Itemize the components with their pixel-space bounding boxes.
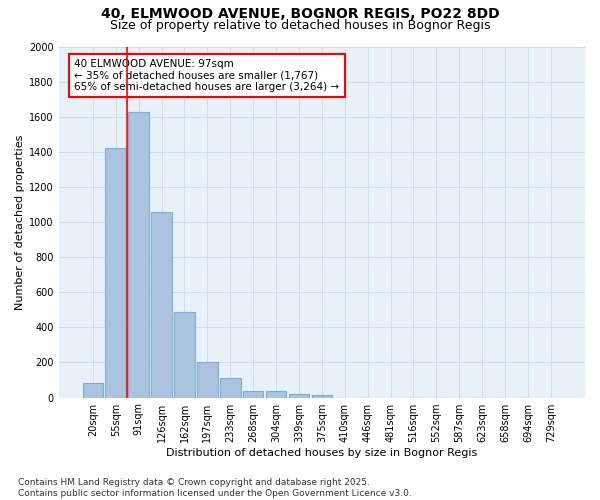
- Bar: [220, 378, 241, 398]
- Y-axis label: Number of detached properties: Number of detached properties: [15, 134, 25, 310]
- Bar: [197, 362, 218, 398]
- Bar: [311, 395, 332, 398]
- Bar: [128, 112, 149, 398]
- X-axis label: Distribution of detached houses by size in Bognor Regis: Distribution of detached houses by size …: [166, 448, 478, 458]
- Bar: [83, 382, 103, 398]
- Bar: [289, 394, 309, 398]
- Text: 40 ELMWOOD AVENUE: 97sqm
← 35% of detached houses are smaller (1,767)
65% of sem: 40 ELMWOOD AVENUE: 97sqm ← 35% of detach…: [74, 59, 340, 92]
- Text: 40, ELMWOOD AVENUE, BOGNOR REGIS, PO22 8DD: 40, ELMWOOD AVENUE, BOGNOR REGIS, PO22 8…: [101, 8, 499, 22]
- Bar: [106, 148, 126, 398]
- Text: Size of property relative to detached houses in Bognor Regis: Size of property relative to detached ho…: [110, 18, 490, 32]
- Bar: [266, 392, 286, 398]
- Bar: [151, 212, 172, 398]
- Bar: [243, 390, 263, 398]
- Text: Contains HM Land Registry data © Crown copyright and database right 2025.
Contai: Contains HM Land Registry data © Crown c…: [18, 478, 412, 498]
- Bar: [174, 312, 195, 398]
